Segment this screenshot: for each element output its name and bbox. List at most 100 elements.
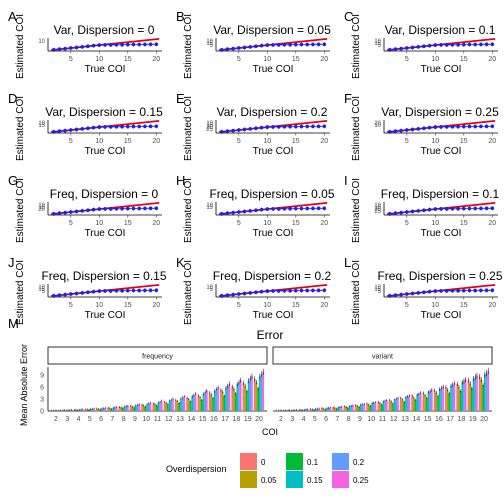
y-tick-label: 15 xyxy=(206,205,213,211)
y-tick-label: 25 xyxy=(374,209,381,215)
data-point xyxy=(51,48,56,52)
error-x-tick-label: 2 xyxy=(279,416,283,423)
y-tick-label: 15 xyxy=(38,205,45,211)
bar xyxy=(463,381,465,411)
error-x-tick-label: 8 xyxy=(347,416,351,423)
bar xyxy=(170,399,173,411)
bar xyxy=(326,408,328,411)
point-line xyxy=(221,125,325,133)
bar xyxy=(397,397,399,411)
point-line xyxy=(53,207,157,215)
bar xyxy=(371,403,373,411)
data-point xyxy=(51,130,56,134)
bar xyxy=(118,407,121,411)
bar xyxy=(401,399,404,411)
bar xyxy=(343,406,346,411)
bar xyxy=(480,379,483,411)
bar xyxy=(348,406,351,411)
bar xyxy=(102,408,105,411)
y-axis-label: Estimated COI xyxy=(351,178,362,243)
facet-label: frequency xyxy=(142,354,173,361)
x-axis-label: True COI xyxy=(253,146,294,157)
legend-label: 0.05 xyxy=(261,476,277,485)
bar xyxy=(205,390,208,411)
error-x-tick-label: 3 xyxy=(65,416,69,423)
x-axis-label: True COI xyxy=(85,146,126,157)
bar xyxy=(453,383,456,411)
x-tick-label: 15 xyxy=(292,138,300,145)
point-line xyxy=(221,43,325,51)
panel-title: Freq, Dispersion = 0.1 xyxy=(381,187,500,201)
bar xyxy=(236,384,239,411)
bar xyxy=(352,405,354,411)
x-axis-label: True COI xyxy=(253,64,294,75)
bar xyxy=(194,393,197,411)
legend-swatch xyxy=(240,453,257,470)
panel-letter: H xyxy=(176,173,185,188)
bar xyxy=(262,371,265,411)
x-tick-label: 20 xyxy=(320,220,328,227)
bar xyxy=(155,405,158,411)
bar xyxy=(157,402,160,411)
x-tick-label: 10 xyxy=(263,302,271,309)
x-tick-label: 5 xyxy=(405,56,409,63)
x-tick-label: 15 xyxy=(460,138,468,145)
legend-label: 0.1 xyxy=(307,458,319,467)
bar xyxy=(459,391,462,411)
x-axis-label: True COI xyxy=(85,310,126,321)
error-x-tick-label: 20 xyxy=(480,416,488,423)
bar xyxy=(484,374,486,411)
x-tick-label: 20 xyxy=(488,302,496,309)
bar xyxy=(345,407,347,411)
x-tick-label: 20 xyxy=(320,302,328,309)
error-y-label: Mean Absolute Error xyxy=(19,344,29,426)
error-x-tick-label: 11 xyxy=(154,416,161,423)
error-x-tick-label: 15 xyxy=(199,416,207,423)
bar xyxy=(247,380,250,411)
bar xyxy=(405,397,407,411)
bar xyxy=(456,383,459,411)
bar xyxy=(220,389,222,411)
bar xyxy=(427,391,430,411)
y-tick-label: 15 xyxy=(38,287,45,293)
x-axis-label: True COI xyxy=(421,146,462,157)
bar xyxy=(213,391,216,411)
bar xyxy=(249,378,252,411)
error-x-tick-label: 12 xyxy=(165,416,173,423)
y-tick-label: 10 xyxy=(374,39,381,45)
error-x-tick-label: 18 xyxy=(233,416,241,423)
x-tick-label: 5 xyxy=(237,56,241,63)
legend-title: Overdispersion xyxy=(166,464,227,474)
legend-label: 0.2 xyxy=(353,458,365,467)
legend-label: 0.15 xyxy=(307,476,323,485)
error-y-tick-label: 0 xyxy=(40,409,44,416)
bar xyxy=(121,408,124,411)
facet-variant: variant 2 3 4 5 6 7 8 9 10 11 12 13 14 15 16 17 18 19 20 xyxy=(272,346,493,423)
bar xyxy=(316,408,319,411)
bar xyxy=(246,391,248,411)
error-x-tick-label: 14 xyxy=(187,416,195,423)
x-tick-label: 20 xyxy=(488,138,496,145)
bar xyxy=(109,408,111,411)
panel-letter: I xyxy=(344,173,348,188)
bar xyxy=(429,391,431,411)
error-x-tick-label: 13 xyxy=(401,416,409,423)
error-x-tick-label: 17 xyxy=(446,416,454,423)
bar xyxy=(335,408,338,411)
bar xyxy=(212,397,214,411)
y-axis-label: Estimated COI xyxy=(15,260,26,325)
x-tick-label: 10 xyxy=(95,138,103,145)
bar xyxy=(221,391,224,411)
panel-title: Var, Dispersion = 0.05 xyxy=(213,23,331,37)
bar xyxy=(359,404,362,411)
error-x-tick-label: 11 xyxy=(379,416,386,423)
bar xyxy=(487,371,490,411)
x-tick-label: 5 xyxy=(69,220,73,227)
bar xyxy=(186,397,188,411)
bar xyxy=(168,400,171,411)
bar xyxy=(346,407,349,411)
bar xyxy=(474,377,477,411)
error-x-tick-label: 15 xyxy=(424,416,432,423)
